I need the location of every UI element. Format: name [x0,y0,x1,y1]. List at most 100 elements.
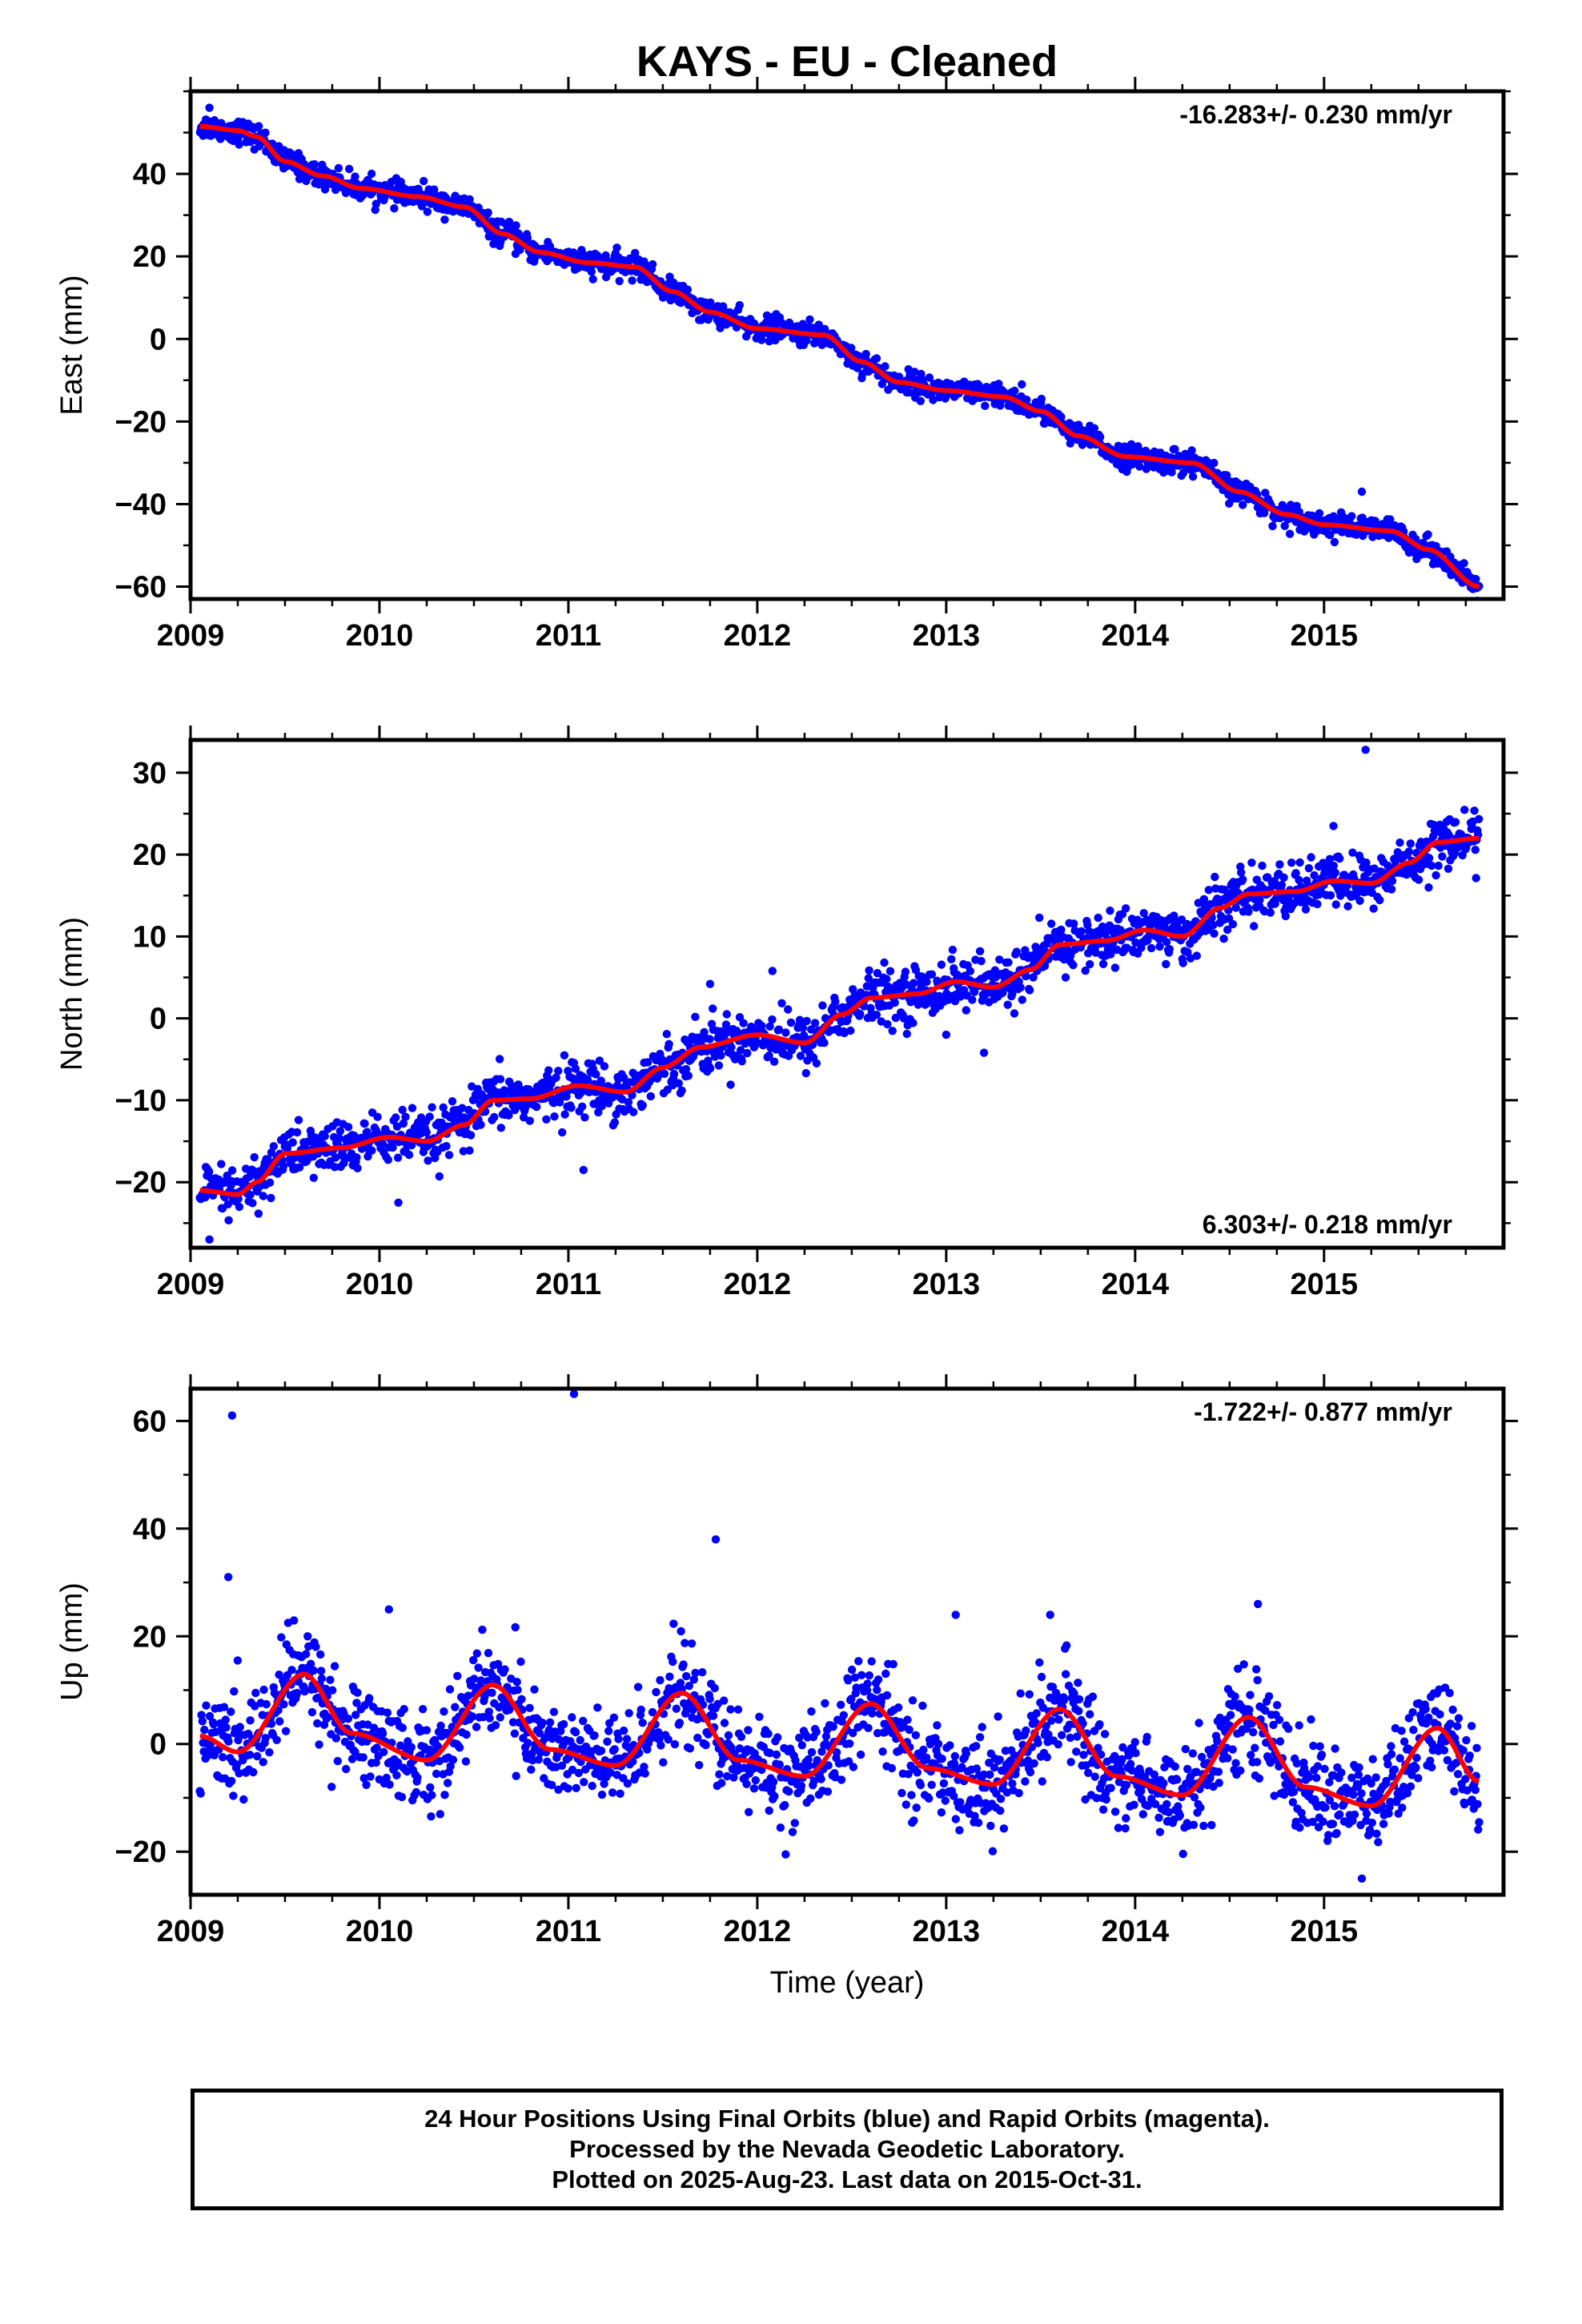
data-point [440,215,449,224]
data-point [837,1775,846,1784]
data-point [972,1764,982,1773]
data-point [802,336,811,345]
data-point [1155,1827,1165,1836]
data-point [909,1019,917,1027]
data-point [805,315,814,324]
data-point [235,1769,243,1778]
data-point [1086,1710,1094,1719]
data-point [334,163,343,173]
data-point [689,1675,698,1684]
data-point [897,1788,906,1798]
data-point [1287,858,1296,867]
data-point [981,401,990,410]
data-point [865,966,873,975]
data-point [1188,1749,1198,1758]
y-tick-label: 0 [150,323,167,356]
data-point [1062,1670,1070,1679]
data-point [343,1715,353,1723]
data-point [235,1202,244,1212]
data-point [612,1771,621,1779]
data-point [205,1711,215,1721]
data-point [958,1763,966,1771]
data-point [519,1113,528,1122]
data-point [765,1748,774,1758]
data-point [889,1659,897,1669]
data-point [554,1067,563,1076]
data-point [227,1707,235,1716]
data-point [823,1787,833,1796]
data-point [424,1156,432,1165]
data-point [323,1713,332,1722]
data-point [912,1803,921,1812]
data-point [465,195,474,204]
data-point [623,1779,632,1788]
y-tick-label: 40 [133,158,167,191]
data-point [343,1123,353,1132]
outlier-point [979,1048,989,1057]
data-point [342,1764,351,1774]
data-point [197,1711,206,1719]
data-point [464,1691,472,1700]
data-point [854,1657,863,1666]
data-point [1219,935,1228,943]
data-point [821,1732,831,1741]
data-point [684,1072,693,1080]
data-point [1195,1719,1203,1727]
y-tick-label: 10 [133,920,167,954]
data-point [254,1209,263,1218]
data-point [988,1847,998,1856]
y-tick-label: 0 [150,1003,167,1036]
data-point [491,1721,500,1730]
data-point [709,1004,717,1013]
data-point [1391,857,1400,866]
data-point [1228,919,1238,929]
data-point [610,1745,619,1754]
data-points [195,746,1484,1244]
data-point [1066,1758,1075,1767]
data-point [1226,1711,1235,1719]
data-point [1204,886,1214,895]
y-tick-label: −60 [115,571,167,605]
outlier-point [394,1198,403,1208]
data-point [1424,854,1434,862]
data-point [1037,1672,1046,1682]
data-point [448,1755,458,1764]
data-point [367,1146,376,1155]
data-point [382,1773,391,1783]
data-point [913,1000,923,1009]
data-point [695,1760,704,1770]
data-point [353,1164,362,1173]
data-point [908,1696,917,1705]
data-point [223,1171,231,1180]
data-point [776,1823,785,1832]
data-point [640,1769,649,1778]
data-point [624,1709,633,1718]
data-point [1206,1773,1215,1783]
data-point [1404,847,1414,856]
data-point [812,1727,821,1736]
data-point [436,1810,444,1819]
data-point [388,1143,397,1152]
data-point [544,1066,553,1075]
data-point [873,1675,883,1684]
data-point [320,1132,329,1141]
data-point [1386,515,1395,524]
data-point [796,1051,805,1060]
data-point [1057,925,1066,935]
data-point [629,1108,638,1116]
data-point [847,1665,857,1675]
data-point [933,1721,942,1730]
data-point [259,1758,267,1767]
data-point [444,1779,452,1787]
data-point [1304,864,1314,873]
data-point [1460,559,1468,568]
x-tick-label: 2012 [724,1268,792,1301]
data-point [978,1723,986,1731]
data-point [279,1700,288,1709]
data-point [1057,412,1066,421]
data-point [765,1051,773,1060]
data-point [824,1761,833,1770]
data-point [795,1733,804,1743]
data-point [831,997,840,1007]
data-point [765,1806,773,1815]
